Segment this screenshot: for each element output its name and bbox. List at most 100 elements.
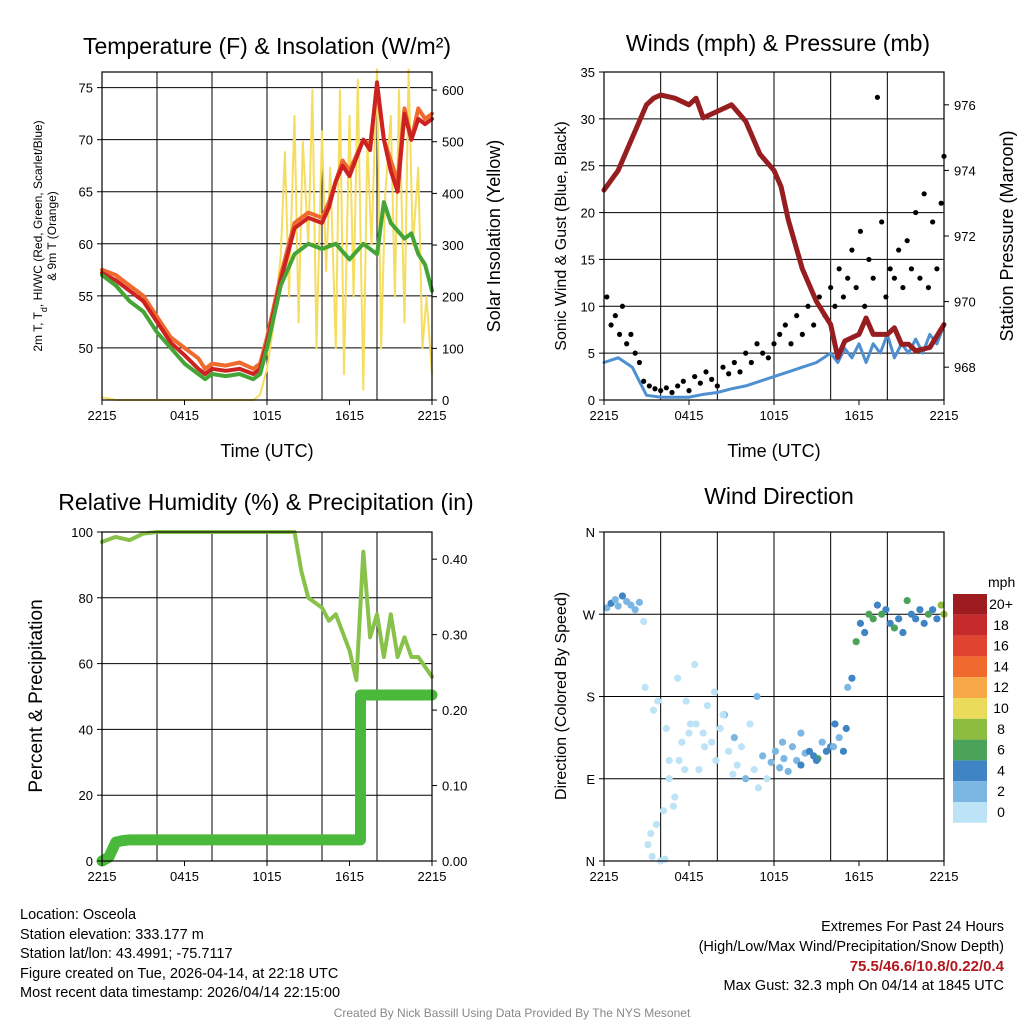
- x-axis-label: Time (UTC): [220, 441, 313, 461]
- direction-point: [886, 619, 894, 627]
- direction-point: [665, 775, 673, 783]
- legend-swatch: [953, 739, 987, 761]
- direction-point: [753, 692, 761, 701]
- x-tick-label: 1015: [760, 869, 789, 884]
- y-tick-label: 55: [79, 289, 93, 304]
- gust-point: [641, 378, 647, 384]
- y-tick-label: 20: [79, 788, 93, 803]
- direction-point: [793, 756, 801, 765]
- direction-point: [682, 697, 690, 705]
- direction-point: [852, 638, 860, 646]
- y2-tick-label: 970: [954, 295, 976, 310]
- y2-tick-label: 0.40: [442, 552, 467, 567]
- gust-point: [811, 322, 817, 328]
- y-tick-label: 70: [79, 133, 93, 148]
- direction-point: [933, 615, 941, 623]
- y2-tick-label: 200: [442, 290, 464, 305]
- gust-point: [612, 313, 618, 319]
- gust-point: [743, 350, 749, 356]
- gust-point: [709, 376, 715, 382]
- gust-point: [857, 228, 864, 234]
- y-tick-label: 65: [79, 185, 93, 200]
- direction-point: [654, 697, 662, 705]
- x-tick-label: 2215: [418, 408, 447, 423]
- legend-swatch: [953, 718, 987, 740]
- direction-point: [692, 720, 700, 728]
- gust-point: [879, 219, 885, 225]
- gust-point: [840, 294, 847, 300]
- direction-point: [818, 738, 826, 746]
- y-tick-label: 30: [581, 112, 595, 127]
- direction-point: [869, 615, 877, 623]
- direction-point: [737, 743, 746, 751]
- created-text: Figure created on Tue, 2026-04-14, at 22…: [20, 965, 339, 982]
- direction-point: [695, 766, 703, 774]
- y2-tick-label: 974: [954, 163, 976, 178]
- gust-point: [836, 266, 842, 272]
- direction-point: [671, 793, 679, 801]
- legend-swatch: [953, 656, 987, 678]
- gust-point: [896, 247, 902, 253]
- gust-point: [658, 388, 664, 394]
- direction-point: [839, 747, 848, 755]
- direction-point: [750, 766, 758, 774]
- direction-point: [805, 747, 814, 755]
- y-tick-label: 40: [79, 722, 93, 737]
- y-tick-label: 80: [79, 591, 93, 606]
- legend-label: 14: [993, 658, 1009, 674]
- y-tick-label: 0: [86, 854, 93, 869]
- direction-point: [733, 761, 741, 769]
- direction-point: [771, 747, 780, 755]
- direction-point: [924, 610, 933, 618]
- direction-point: [844, 683, 852, 691]
- legend-label: 12: [993, 679, 1009, 695]
- max-gust-text: Max Gust: 32.3 mph On 04/14 at 1845 UTC: [723, 977, 1004, 994]
- direction-point: [822, 747, 831, 755]
- gust-point: [726, 371, 732, 377]
- gust-point: [788, 341, 794, 347]
- direction-point: [644, 840, 652, 849]
- y-tick-label: 50: [79, 341, 93, 356]
- x-tick-label: 0415: [675, 408, 704, 423]
- gust-point: [663, 385, 669, 391]
- y-tick-label: 100: [71, 525, 93, 540]
- direction-point: [797, 729, 805, 737]
- direction-point: [890, 624, 899, 632]
- gust-point: [692, 373, 698, 380]
- gust-point: [900, 284, 906, 291]
- gust-point: [874, 94, 881, 100]
- direction-point: [661, 855, 669, 863]
- direction-point: [780, 755, 788, 763]
- direction-point: [767, 758, 775, 766]
- direction-point: [929, 606, 937, 614]
- x-tick-label: 1015: [760, 408, 789, 423]
- direction-point: [703, 702, 712, 710]
- x-tick-label: 1015: [253, 869, 282, 884]
- y2-tick-label: 976: [954, 98, 976, 113]
- gust-point: [628, 331, 634, 337]
- y2-axis-label: Station Pressure (Maroon): [997, 130, 1017, 341]
- direction-point: [649, 706, 658, 714]
- gust-point: [794, 313, 800, 319]
- gust-point: [925, 284, 932, 291]
- y-axis-label: 2m T, Td, HI/WC (Red, Green, Scarlet/Blu…: [31, 120, 59, 351]
- sonic-wind-line: [602, 323, 946, 399]
- direction-point: [895, 615, 903, 623]
- gust-point: [760, 350, 766, 356]
- direction-point: [882, 606, 890, 614]
- direction-point: [778, 738, 787, 746]
- direction-point: [848, 674, 856, 682]
- x-tick-label: 2215: [930, 869, 959, 884]
- gust-point: [771, 341, 777, 347]
- gust-point: [904, 238, 910, 244]
- y-tick-label: 10: [581, 299, 595, 314]
- gust-point: [604, 294, 610, 300]
- legend-label: 2: [997, 783, 1005, 799]
- y2-axis-label: Solar Insolation (Yellow): [484, 140, 504, 332]
- y-tick-label: 60: [79, 657, 93, 672]
- location-text: Location: Osceola: [20, 907, 137, 923]
- legend-swatch: [953, 594, 987, 615]
- series-line-2m-t: [100, 80, 434, 376]
- direction-point: [916, 606, 924, 614]
